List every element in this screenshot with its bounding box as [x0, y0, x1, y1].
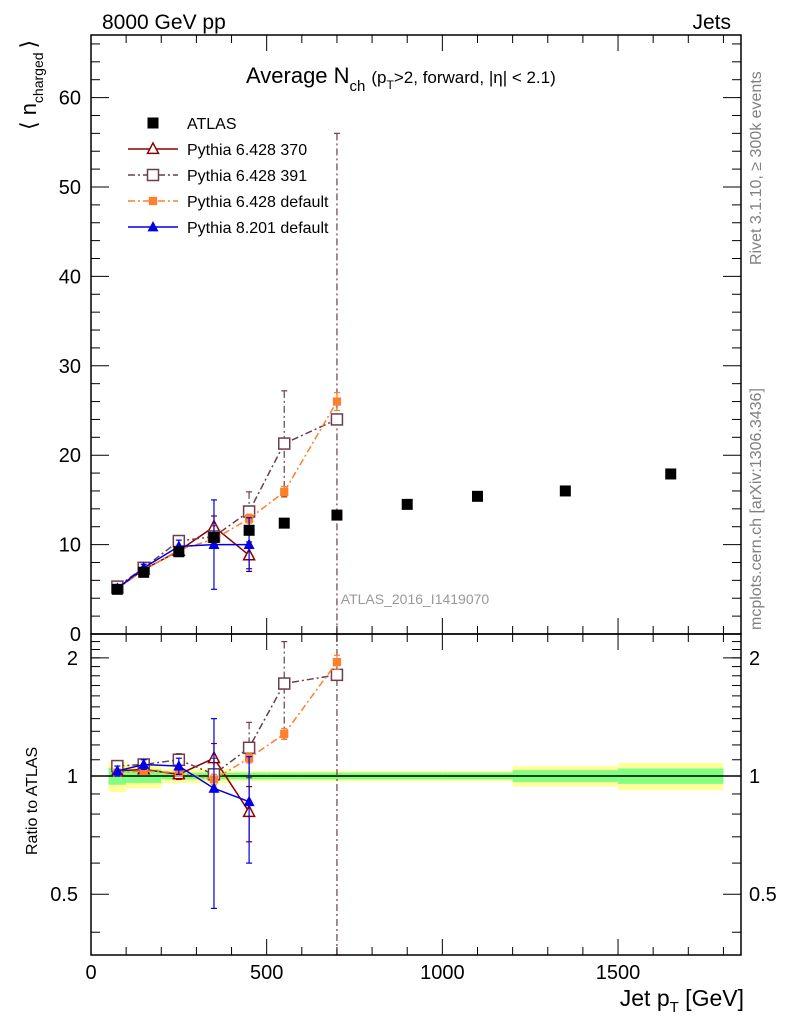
legend-marker-p8def [147, 220, 159, 232]
ratio-ytick-label-right: 0.5 [749, 884, 777, 906]
legend-marker-p391 [146, 168, 160, 182]
ratio-point-p391-5 [277, 677, 291, 690]
title-detail-pre: (p [371, 68, 386, 87]
ratio-point-p6def-1 [139, 766, 148, 776]
ylabel-ratio: Ratio to ATLAS [24, 747, 41, 855]
ratio-ytick-label-left: 1 [67, 766, 78, 788]
ratio-point-p391-4 [242, 741, 256, 755]
point-atlas-7 [401, 498, 413, 510]
point-atlas-2 [173, 546, 185, 558]
ylabel-main-sub: charged [30, 52, 46, 103]
point-p8def-4 [243, 538, 255, 549]
ytick-label: 60 [59, 88, 81, 110]
legend-label-p370: Pythia 6.428 370 [187, 142, 307, 159]
legend-item-p6def: Pythia 6.428 default [128, 194, 329, 211]
ytick-label: 50 [59, 177, 81, 199]
legend-item-p8def: Pythia 8.201 default [128, 220, 329, 237]
ratio-ytick-label-right: 1 [749, 766, 760, 788]
point-p6def-6 [332, 397, 342, 406]
xtick-label: 1500 [596, 962, 641, 984]
xtick-label: 0 [85, 962, 96, 984]
point-atlas-10 [665, 468, 677, 480]
ratio-band [91, 761, 741, 793]
point-atlas-4 [243, 524, 255, 536]
point-atlas-1 [138, 566, 150, 578]
point-atlas-8 [471, 490, 483, 502]
line-p6def [116, 401, 338, 590]
analysis-label: ATLAS_2016_I1419070 [341, 591, 490, 607]
mcplots-label: mcplots.cern.ch [arXiv:1306.3436] [748, 388, 765, 630]
title-detail-post: >2, forward, |η| < 2.1) [394, 68, 556, 87]
ratio-line-p391 [117, 674, 338, 776]
legend-item-p370: Pythia 6.428 370 [128, 141, 307, 159]
ratio-point-p8def-3 [208, 782, 220, 793]
xlabel: Jet pT [GeV] [620, 985, 744, 1016]
ratio-series-p8def [111, 718, 255, 910]
ratio-ytick-label-left: 0.5 [50, 884, 78, 906]
point-atlas-6 [331, 509, 343, 521]
point-p391-5 [277, 437, 291, 450]
legend-marker-p6def [148, 196, 158, 206]
ytick-label: 30 [59, 356, 81, 378]
ratio-frame [90, 633, 742, 956]
plot-title: Average Nch (pT>2, forward, |η| < 2.1) [246, 63, 556, 95]
ylabel-main-close: ⟩ [16, 40, 41, 49]
xlabel-text: Jet p [620, 985, 670, 1011]
ratio-panel-content [110, 633, 344, 956]
ratio-point-p6def-5 [280, 729, 289, 739]
legend-marker-p370 [146, 141, 160, 155]
legend-marker-atlas [147, 117, 159, 129]
title-detail-sub: T [387, 78, 395, 92]
series-atlas [111, 468, 677, 595]
ratio-point-p6def-6 [332, 658, 342, 667]
header-left: 8000 GeV pp [102, 11, 226, 34]
legend-item-atlas: ATLAS [147, 116, 237, 133]
ratio-ytick-label-left: 2 [67, 648, 78, 670]
point-atlas-0 [111, 583, 123, 595]
point-p391-6 [330, 413, 344, 426]
title-main-sub: ch [350, 78, 366, 95]
point-atlas-3 [208, 531, 220, 543]
xtick-label: 500 [250, 962, 283, 984]
main-panel-content [110, 132, 677, 635]
legend: ATLAS Pythia 6.428 370 Pythia 6.428 391 Pyt… [128, 116, 329, 237]
ytick-label: 10 [59, 535, 81, 557]
xtick-label: 1000 [420, 962, 465, 984]
legend-label-p6def: Pythia 6.428 default [187, 194, 329, 211]
ratio-point-p8def-0 [111, 764, 123, 776]
xlabel-sub: T [670, 999, 679, 1016]
legend-label-p391: Pythia 6.428 391 [187, 168, 307, 185]
ratio-point-p391-6 [330, 668, 344, 682]
point-p8def-3 [208, 538, 220, 549]
ylabel-main: ⟨ ncharged ⟩ [16, 40, 46, 130]
ratio-point-p8def-1 [138, 758, 150, 769]
ratio-line-p6def [117, 661, 338, 781]
header-right: Jets [692, 11, 731, 34]
point-atlas-5 [278, 517, 290, 529]
legend-item-p391: Pythia 6.428 391 [128, 168, 307, 185]
point-p6def-5 [280, 487, 289, 496]
ytick-label: 20 [59, 445, 81, 467]
line-p391 [116, 418, 338, 588]
point-atlas-9 [559, 485, 571, 497]
axes-frames: 0 500 1000 1500 0 10 20 30 40 50 60 0.5 0.5 1 1 2 2 [50, 34, 777, 984]
rivet-label: Rivet 3.1.10, ≥ 300k events [748, 71, 765, 265]
title-main: Average N [246, 63, 350, 88]
ytick-label: 40 [59, 266, 81, 288]
ylabel-main-text: ⟨ n [16, 103, 41, 130]
ratio-point-p8def-4 [243, 795, 255, 807]
ratio-series-p391 [111, 633, 344, 956]
legend-label-p8def: Pythia 8.201 default [187, 220, 329, 237]
legend-label-atlas: ATLAS [187, 116, 237, 133]
ratio-point-p8def-2 [173, 760, 185, 771]
ytick-label: 0 [70, 624, 81, 646]
xlabel-unit: [GeV] [679, 985, 744, 1011]
ratio-ytick-label-right: 2 [749, 648, 760, 670]
